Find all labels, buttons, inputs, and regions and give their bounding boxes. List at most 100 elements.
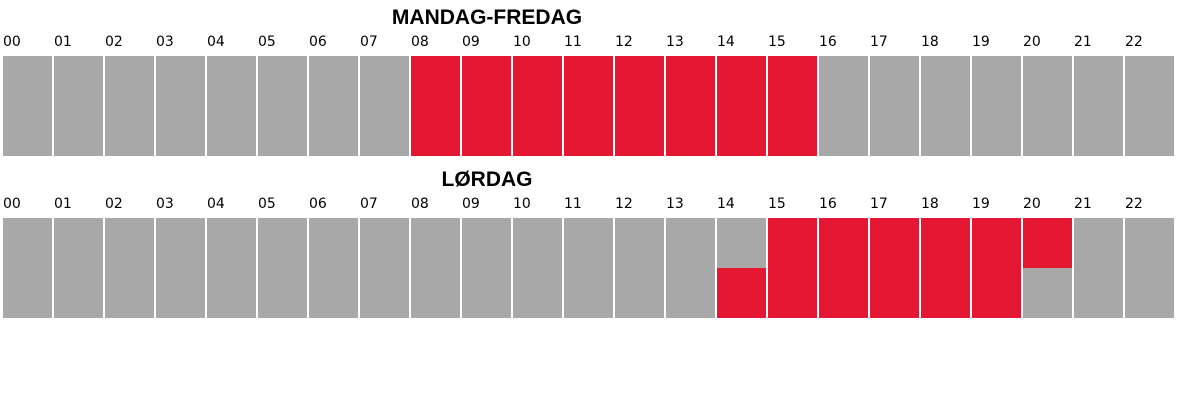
hour-cell-first-half [156, 56, 205, 106]
hour-cell-first-half [207, 56, 256, 106]
hour-cell-second-half [258, 268, 307, 318]
hour-tick-label: 11 [564, 196, 582, 212]
hour-tick-label: 00 [3, 196, 21, 212]
hour-tick-label: 17 [870, 34, 888, 50]
hour-cell-first-half [972, 218, 1021, 268]
hour-cell-first-half [156, 218, 205, 268]
hour-cell-first-half [258, 56, 307, 106]
hour-cell-first-half [921, 218, 970, 268]
hour-cell-second-half [564, 268, 613, 318]
hour-cell-first-half [666, 218, 715, 268]
hour-cell-first-half [411, 56, 460, 106]
hour-tick-label: 22 [1125, 34, 1143, 50]
hour-tick-label: 20 [1023, 34, 1041, 50]
hour-cell-second-half [819, 106, 868, 156]
hour-cell-second-half [564, 106, 613, 156]
hour-cell-first-half [258, 218, 307, 268]
hour-cell-first-half [564, 218, 613, 268]
hour-tick-label: 15 [768, 196, 786, 212]
hour-cell-first-half [54, 218, 103, 268]
hour-cell-first-half [462, 56, 511, 106]
hour-cell-first-half [54, 56, 103, 106]
hour-cell-first-half [207, 218, 256, 268]
hour-cell-first-half [666, 56, 715, 106]
hour-tick-label: 12 [615, 34, 633, 50]
hour-cell-first-half [1074, 56, 1123, 106]
hour-cell-second-half [513, 268, 562, 318]
hour-cell-first-half [972, 56, 1021, 106]
hour-tick-label: 18 [921, 196, 939, 212]
hour-cell-first-half [615, 56, 664, 106]
hour-cell-second-half [768, 106, 817, 156]
hour-cell-second-half [207, 106, 256, 156]
hour-tick-label: 13 [666, 196, 684, 212]
hour-cell-second-half [1125, 268, 1174, 318]
hour-cell-first-half [870, 56, 919, 106]
hour-cell-second-half [3, 268, 52, 318]
hour-cell-second-half [666, 268, 715, 318]
hour-tick-label: 09 [462, 34, 480, 50]
hour-cell-second-half [768, 268, 817, 318]
hour-cell-second-half [1023, 106, 1072, 156]
hour-cell-first-half [870, 218, 919, 268]
hour-cell-first-half [717, 56, 766, 106]
hour-cell-second-half [1074, 106, 1123, 156]
hour-cell-second-half [105, 268, 154, 318]
hour-tick-label: 00 [3, 34, 21, 50]
day-title: MANDAG-FREDAG [392, 6, 582, 29]
hour-cell-first-half [513, 56, 562, 106]
hour-tick-label: 07 [360, 196, 378, 212]
hour-cell-first-half [105, 56, 154, 106]
hour-cell-first-half [3, 218, 52, 268]
hour-cell-second-half [1125, 106, 1174, 156]
hour-cell-second-half [972, 106, 1021, 156]
hour-cell-second-half [819, 268, 868, 318]
hour-cell-first-half [360, 218, 409, 268]
hour-tick-label: 22 [1125, 196, 1143, 212]
hour-cell-second-half [1074, 268, 1123, 318]
hour-cell-first-half [717, 218, 766, 268]
hour-cell-first-half [768, 56, 817, 106]
hour-tick-label: 12 [615, 196, 633, 212]
hour-cell-second-half [717, 106, 766, 156]
hour-tick-label: 02 [105, 34, 123, 50]
hour-tick-label: 21 [1074, 196, 1092, 212]
hour-cell-second-half [156, 106, 205, 156]
hour-cell-first-half [819, 218, 868, 268]
hour-cell-first-half [819, 56, 868, 106]
day-panel: LØRDAG 00 01 02 03 04 05 06 07 08 09 10 11 12 13 14 15 16… [3, 168, 1174, 318]
hour-cell-second-half [3, 106, 52, 156]
hour-tick-label: 16 [819, 34, 837, 50]
hour-cell-second-half [360, 268, 409, 318]
hour-cell-second-half [258, 106, 307, 156]
hour-tick-label: 02 [105, 196, 123, 212]
hour-cell-first-half [309, 218, 358, 268]
hour-cell-second-half [1023, 268, 1072, 318]
day-title: LØRDAG [442, 168, 533, 191]
hour-tick-label: 09 [462, 196, 480, 212]
hour-cell-first-half [768, 218, 817, 268]
hour-cell-second-half [411, 268, 460, 318]
hour-cell-first-half [921, 56, 970, 106]
hour-tick-label: 10 [513, 34, 531, 50]
hour-cell-first-half [360, 56, 409, 106]
hour-cell-first-half [1023, 218, 1072, 268]
hour-cell-second-half [54, 268, 103, 318]
hour-tick-label: 21 [1074, 34, 1092, 50]
hour-tick-label: 14 [717, 34, 735, 50]
hour-cell-second-half [666, 106, 715, 156]
hour-tick-label: 03 [156, 34, 174, 50]
hour-cell-first-half [1074, 218, 1123, 268]
hour-tick-label: 05 [258, 196, 276, 212]
hour-cell-second-half [54, 106, 103, 156]
hour-cell-first-half [309, 56, 358, 106]
hour-cell-second-half [462, 268, 511, 318]
hour-cell-first-half [105, 218, 154, 268]
hour-cell-second-half [615, 106, 664, 156]
hour-tick-label: 13 [666, 34, 684, 50]
hour-cell-first-half [564, 56, 613, 106]
hour-tick-label: 18 [921, 34, 939, 50]
day-panel: MANDAG-FREDAG 00 01 02 03 04 05 06 07 08 09 10 11 12 1… [3, 6, 1174, 156]
hour-tick-label: 19 [972, 196, 990, 212]
